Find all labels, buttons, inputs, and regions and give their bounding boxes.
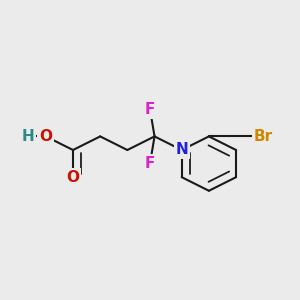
Text: O: O bbox=[39, 129, 52, 144]
Text: Br: Br bbox=[254, 129, 273, 144]
Text: N: N bbox=[175, 142, 188, 158]
Text: O: O bbox=[67, 170, 80, 185]
Text: H: H bbox=[21, 129, 34, 144]
Text: F: F bbox=[145, 156, 155, 171]
Text: F: F bbox=[145, 102, 155, 117]
